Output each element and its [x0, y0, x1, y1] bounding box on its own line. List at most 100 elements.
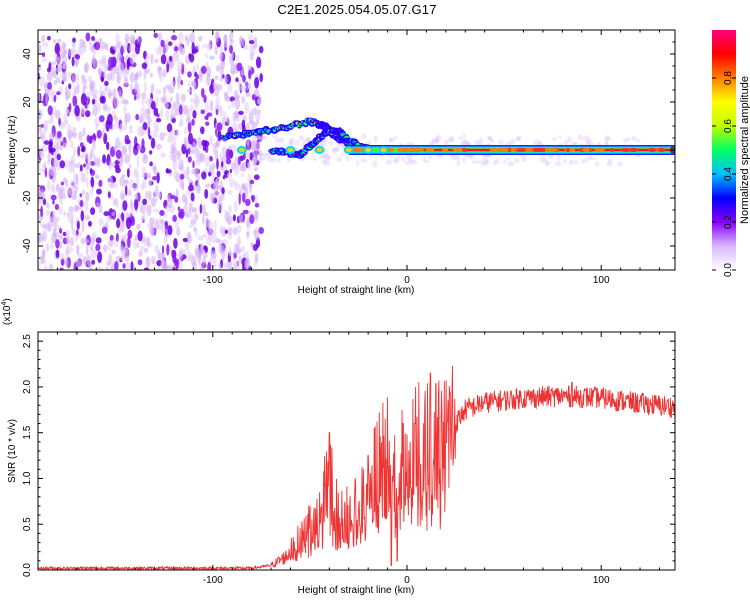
spectrogram-noise-blob [233, 243, 240, 255]
spectrogram-noise-blob [107, 239, 111, 251]
colorbar-ticks: 0.0 0.2 0.4 0.6 0.8 [712, 71, 736, 277]
spectrogram-noise-blob [96, 202, 100, 208]
spectrogram-haze [276, 158, 281, 164]
spectrogram-noise-blob [126, 58, 130, 71]
spectrogram-tone-variation [425, 148, 435, 152]
spectrogram-noise-blob [150, 100, 156, 110]
spectrogram-noise-blob [135, 43, 140, 55]
spectrogram-noise-blob [176, 128, 179, 138]
spectrogram-haze [431, 140, 435, 145]
spectrogram-haze [570, 141, 578, 145]
spectrogram-noise-blob [257, 94, 262, 106]
spectrogram-noise-blob [189, 104, 194, 113]
spectrogram-noise-blob [229, 45, 234, 54]
spectrogram-noise-blob [119, 123, 124, 133]
spectrogram-noise-blob [142, 235, 148, 246]
spectrogram-noise-blob [172, 53, 177, 63]
spectrogram-noise-blob [150, 83, 155, 93]
spectrogram-noise-blob [238, 213, 244, 224]
spectrogram-noise-blob [160, 219, 165, 224]
spectrogram-noise-blob [106, 261, 111, 266]
spectrogram-haze [261, 154, 266, 162]
spectrogram-haze [573, 160, 579, 165]
spectrogram-noise-blob [142, 178, 147, 189]
spectrogram-noise-blob [115, 255, 121, 263]
spectrogram-noise-blob [200, 65, 207, 74]
spectrogram-noise-blob [40, 205, 43, 218]
spectrogram-haze [392, 159, 398, 163]
snr-x-tick-label: 100 [593, 575, 610, 586]
spectrogram-noise-blob [204, 140, 208, 147]
spectrogram-noise-blob [84, 239, 90, 244]
spectrogram-noise-blob [48, 216, 55, 227]
spectrogram-noise-blob [226, 114, 229, 125]
spectrogram-noise-blob [228, 246, 232, 257]
spectrogram-noise-blob [202, 43, 206, 48]
spectrogram-noise-blob [130, 261, 134, 270]
spectrogram-noise-blob [189, 223, 194, 229]
spectrogram-noise-blob [120, 45, 124, 56]
spectrogram-noise-blob [190, 217, 196, 225]
spectrogram-noise-blob [133, 170, 138, 176]
spectrogram-noise-blob [90, 188, 93, 197]
spectrogram-noise-blob [118, 88, 122, 99]
spectrogram-noise-blob [65, 89, 71, 99]
spectrogram-noise-blob [227, 190, 233, 196]
spectrogram-noise-blob [209, 134, 213, 146]
spectrogram-noise-blob [237, 156, 241, 166]
spectrogram-haze [252, 152, 256, 156]
spectrogram-noise-blob [200, 126, 205, 135]
spectrogram-haze [361, 133, 367, 140]
spectrogram-haze [603, 135, 610, 141]
spectrogram-noise-blob [71, 56, 75, 67]
spectrogram-haze [444, 139, 449, 145]
spectrogram-haze [360, 158, 368, 163]
spectrogram-haze [367, 140, 372, 145]
spectrogram-noise-blob [38, 63, 42, 72]
spectrogram-noise-blob [125, 255, 130, 263]
spectrogram-noise-blob [136, 223, 141, 230]
spectrogram-noise-blob [142, 154, 149, 164]
spectrogram-noise-blob [183, 126, 188, 135]
spectrogram-haze [594, 162, 600, 167]
spectrogram-noise-blob [76, 83, 80, 90]
spectrogram-noise-blob [127, 236, 131, 249]
spectrogram-noise-blob [115, 197, 119, 209]
spectrogram-noise-blob [98, 179, 103, 188]
spectrogram-haze [407, 159, 415, 163]
spectrogram-noise-blob [96, 188, 102, 195]
spectrogram-haze [259, 151, 264, 157]
spectrogram-noise-blob [211, 168, 215, 180]
spectrogram-tone-variation [354, 148, 359, 152]
spectrogram-noise-blob [145, 190, 149, 200]
spectrogram-noise-blob [152, 165, 157, 175]
spectrogram-noise-blob [49, 131, 55, 141]
spectrogram-noise-blob [249, 52, 254, 61]
spectrogram-noise-blob [193, 226, 197, 232]
spectrogram-noise-blob [229, 31, 234, 42]
spectrogram-noise-blob [242, 192, 246, 203]
spectrogram-noise-blob [255, 134, 260, 141]
spectrogram-noise-blob [110, 260, 116, 266]
spectrogram-noise-blob [238, 81, 241, 88]
spectrogram-noise-blob [38, 127, 43, 134]
spectrogram-noise-blob [42, 52, 46, 58]
spectrogram-noise-blob [201, 171, 207, 180]
spectrogram-noise-blob [105, 266, 109, 270]
spectrogram-noise-blob [223, 111, 227, 119]
spectrogram-noise-blob [171, 34, 178, 41]
spectrogram-haze [607, 158, 613, 163]
spectrogram-noise-blob [45, 209, 51, 216]
spectrogram-noise-blob [50, 234, 54, 245]
spectrogram-noise-blob [230, 63, 236, 76]
spectrogram-noise-blob [41, 34, 46, 43]
spectrogram-noise-blob [53, 232, 60, 238]
spectrogram-noise-blob [77, 161, 81, 167]
spectrogram-noise-blob [64, 257, 69, 268]
spectrogram-noise-blob [149, 72, 154, 78]
snr-y-axis-label: SNR (10 * v/v) [7, 419, 18, 483]
spectrogram-noise-blob [99, 95, 105, 104]
spectrogram-haze [393, 136, 398, 140]
spectrogram-noise-blob [121, 145, 128, 156]
